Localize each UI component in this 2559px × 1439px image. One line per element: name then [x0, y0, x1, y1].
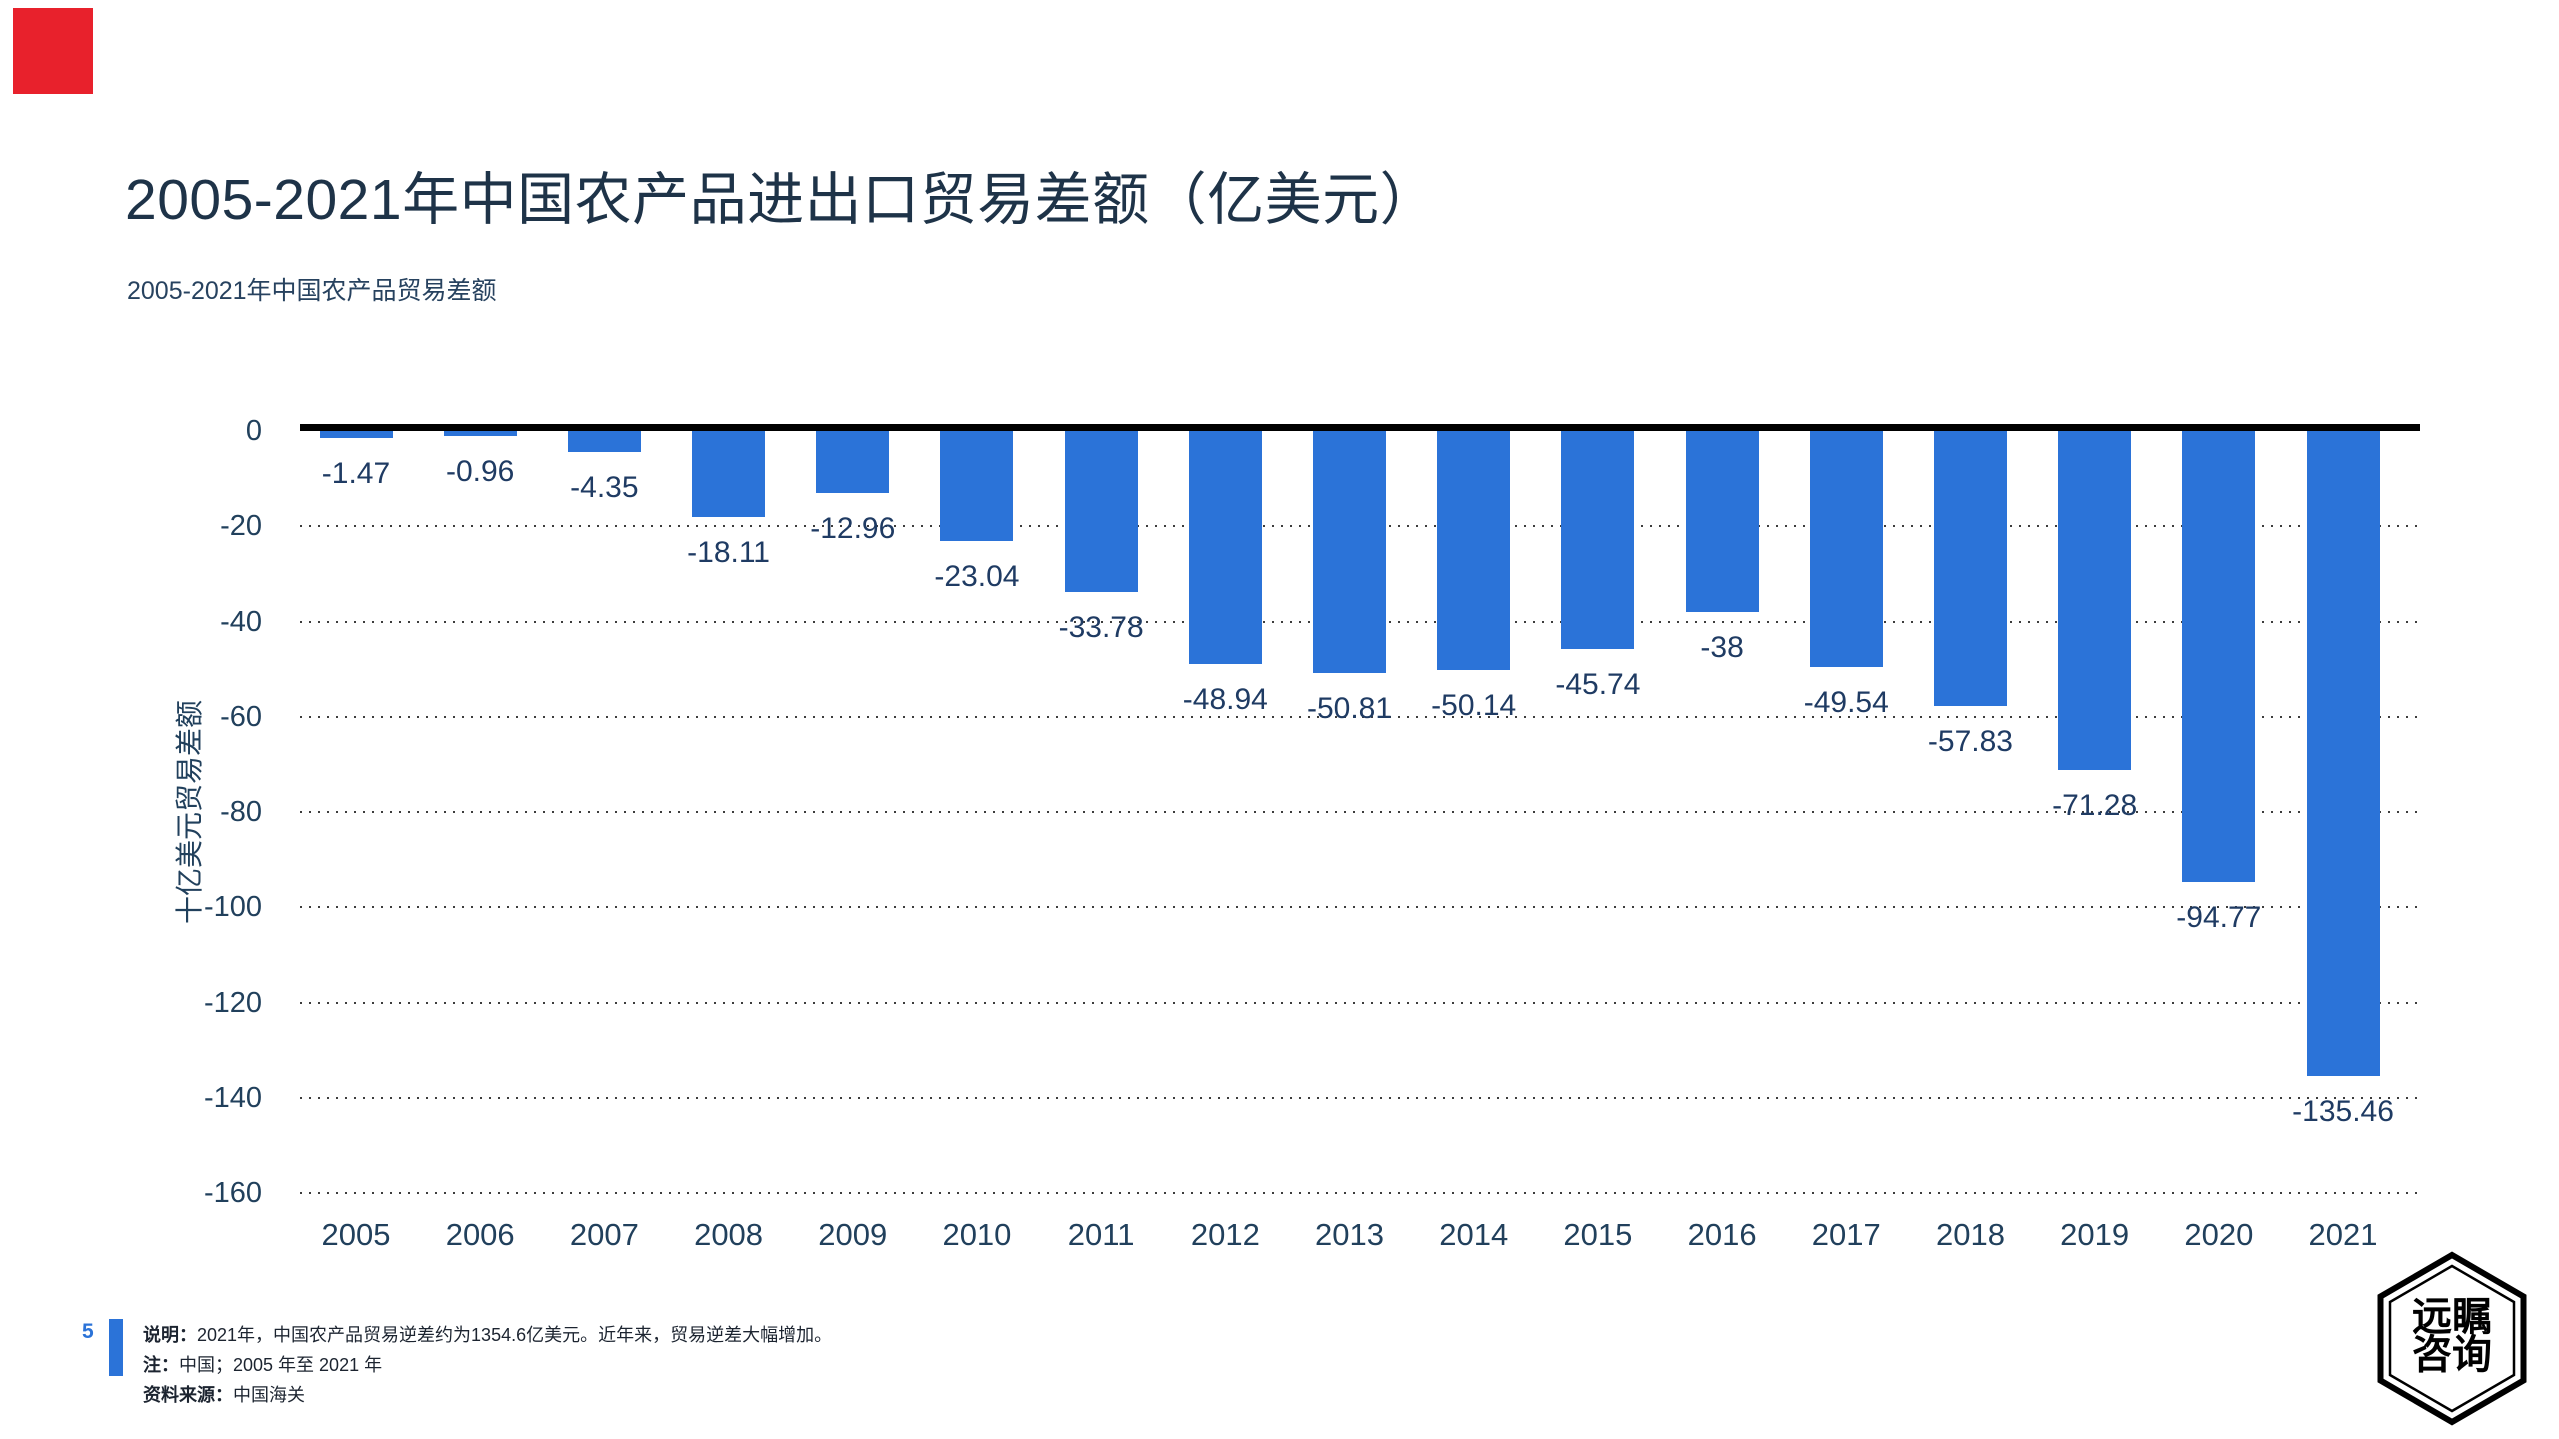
bar-2013 — [1313, 431, 1387, 673]
bar-2014 — [1437, 431, 1511, 670]
y-tick-label: -140 — [203, 1081, 262, 1114]
bar-value-label: -18.11 — [687, 536, 770, 570]
x-tick-label: 2005 — [321, 1217, 391, 1252]
bar-value-label: -4.35 — [570, 470, 639, 504]
bar-value-label: -38 — [1700, 630, 1744, 664]
bar-value-label: -135.46 — [2292, 1095, 2394, 1129]
gridline — [300, 1192, 2420, 1194]
bar-value-label: -33.78 — [1058, 610, 1144, 644]
bar-value-label: -1.47 — [321, 457, 391, 490]
x-tick-label: 2007 — [569, 1217, 639, 1252]
note-line: 说明：2021年，中国农产品贸易逆差约为1354.6亿美元。近年来，贸易逆差大幅… — [143, 1320, 832, 1350]
bar-value-label: -50.14 — [1431, 688, 1517, 722]
bar-value-label: -94.77 — [2176, 901, 2262, 935]
company-logo: 远瞩 咨询 — [2377, 1251, 2527, 1426]
bar-2009 — [816, 431, 890, 493]
bar-2018 — [1933, 431, 2007, 707]
bar-2020 — [2182, 431, 2256, 883]
x-tick-label: 2008 — [694, 1217, 764, 1252]
footer-notes: 说明：2021年，中国农产品贸易逆差约为1354.6亿美元。近年来，贸易逆差大幅… — [143, 1320, 832, 1410]
logo-text-top: 远瞩 — [2412, 1295, 2492, 1339]
y-tick-label: -100 — [203, 891, 262, 924]
bar-value-label: -23.04 — [934, 559, 1020, 593]
bar-value-label: -57.83 — [1927, 725, 2013, 759]
y-tick-label: -160 — [203, 1177, 262, 1209]
x-tick-label: 2019 — [2060, 1217, 2130, 1252]
page-title: 2005-2021年中国农产品进出口贸易差额（亿美元） — [125, 168, 1438, 232]
y-tick-label: -60 — [220, 700, 262, 733]
bar-2005 — [319, 431, 393, 438]
bar-2011 — [1064, 431, 1138, 592]
x-tick-label: 2009 — [818, 1217, 888, 1252]
x-tick-label: 2017 — [1811, 1217, 1881, 1252]
bar-value-label: -48.94 — [1182, 683, 1268, 717]
note-line: 注：中国；2005 年至 2021 年 — [143, 1350, 832, 1380]
logo-hexagon-inner — [2388, 1264, 2516, 1413]
bar-value-label: -45.74 — [1555, 667, 1641, 701]
bar-2006 — [443, 431, 517, 436]
chart-subtitle: 2005-2021年中国农产品贸易差额 — [127, 277, 497, 305]
note-text: 中国；2005 年至 2021 年 — [179, 1355, 383, 1375]
bar-2019 — [2058, 431, 2132, 771]
bar-value-label: -0.96 — [445, 454, 515, 488]
note-text: 2021年，中国农产品贸易逆差约为1354.6亿美元。近年来，贸易逆差大幅增加。 — [197, 1325, 833, 1345]
x-tick-label: 2013 — [1315, 1217, 1384, 1252]
x-tick-label: 2020 — [2184, 1217, 2254, 1252]
note-prefix: 资料来源： — [143, 1385, 233, 1405]
bar-value-label: -50.81 — [1306, 691, 1393, 725]
y-tick-label: 0 — [245, 415, 262, 447]
note-text: 中国海关 — [233, 1385, 305, 1405]
gridline — [300, 906, 2420, 909]
bar-2010 — [940, 431, 1014, 541]
gridline — [300, 715, 2420, 718]
footer-accent-bar — [109, 1319, 123, 1376]
x-tick-label: 2021 — [2308, 1217, 2378, 1252]
x-tick-label: 2018 — [1935, 1217, 2005, 1252]
y-tick-label: -120 — [203, 986, 262, 1019]
gridline — [300, 811, 2420, 813]
x-tick-label: 2015 — [1563, 1217, 1633, 1252]
gridline — [300, 1096, 2420, 1099]
x-tick-label: 2006 — [445, 1217, 515, 1252]
x-tick-label: 2014 — [1439, 1217, 1509, 1252]
logo-text-bottom: 咨询 — [2412, 1333, 2492, 1377]
bar-2021 — [2306, 431, 2380, 1077]
bar-2017 — [1809, 431, 1883, 667]
y-tick-label: -80 — [220, 796, 262, 828]
bar-2012 — [1188, 431, 1262, 665]
bar-value-label: -71.28 — [2052, 789, 2138, 823]
y-tick-label: -40 — [220, 605, 262, 638]
gridline — [300, 1001, 2420, 1004]
x-tick-label: 2016 — [1687, 1217, 1757, 1252]
x-tick-label: 2011 — [1067, 1217, 1135, 1252]
y-tick-label: -20 — [220, 510, 262, 543]
bar-2007 — [567, 431, 641, 452]
note-prefix: 注： — [143, 1355, 179, 1375]
zero-axis-line — [300, 424, 2420, 431]
note-prefix: 说明： — [143, 1325, 197, 1345]
bar-2016 — [1685, 431, 1759, 612]
bar-2015 — [1561, 431, 1635, 649]
red-marker — [13, 8, 93, 94]
x-tick-label: 2012 — [1190, 1217, 1260, 1252]
bar-value-label: -49.54 — [1803, 685, 1889, 719]
x-tick-label: 2010 — [942, 1217, 1012, 1252]
bar-value-label: -12.96 — [810, 511, 896, 545]
bar-2008 — [692, 431, 766, 518]
logo-hexagon-outer — [2377, 1251, 2527, 1426]
note-line: 资料来源：中国海关 — [143, 1380, 832, 1410]
page-number: 5 — [82, 1320, 94, 1343]
